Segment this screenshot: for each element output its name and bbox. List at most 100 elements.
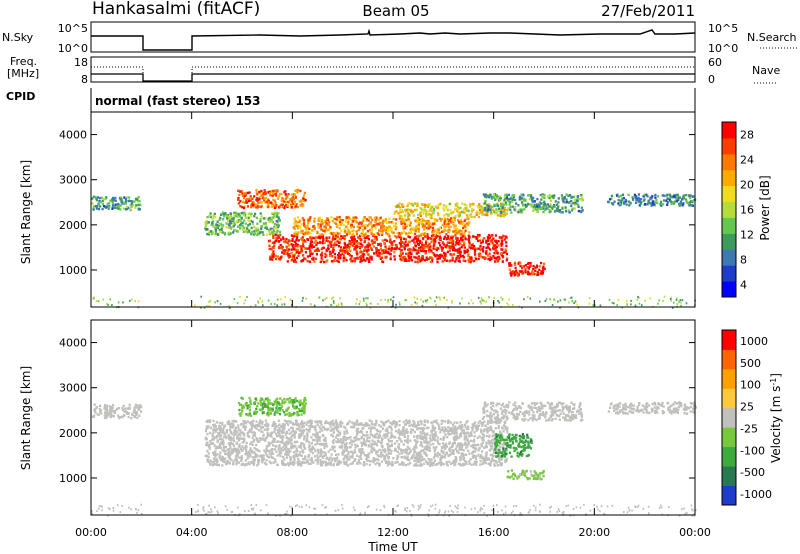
echo-cell	[327, 427, 330, 431]
echo-cell	[437, 229, 440, 232]
echo-cell	[224, 212, 227, 216]
echo-cell	[546, 203, 549, 206]
echo-cell	[639, 202, 642, 206]
echo-cell	[123, 207, 126, 210]
echo-cell	[432, 446, 435, 449]
echo-cell	[463, 443, 466, 446]
echo-cell	[267, 456, 271, 459]
echo-cell	[373, 237, 376, 240]
echo-cell	[304, 257, 307, 261]
echo-cell	[446, 229, 449, 232]
echo-cell	[367, 259, 370, 262]
echo-cell	[336, 240, 339, 243]
echo-cell	[433, 426, 437, 430]
echo-cell	[348, 239, 351, 243]
echo-cell	[253, 215, 256, 218]
echo-cell	[228, 217, 231, 220]
echo-cell	[338, 237, 341, 241]
echo-cell	[390, 249, 393, 252]
echo-cell	[356, 298, 358, 301]
echo-cell	[341, 304, 343, 307]
echo-cell	[401, 258, 405, 261]
echo-cell	[493, 297, 495, 299]
echo-cell	[511, 194, 514, 197]
echo-cell	[410, 212, 414, 215]
echo-cell	[380, 249, 383, 252]
echo-cell	[454, 428, 457, 431]
echo-cell	[570, 202, 574, 205]
echo-cell	[257, 201, 260, 205]
echo-cell	[435, 304, 437, 306]
echo-cell	[311, 236, 315, 240]
echo-cell	[481, 240, 484, 243]
echo-cell	[563, 196, 566, 199]
echo-cell	[131, 200, 134, 204]
echo-cell	[295, 244, 298, 248]
echo-cell	[306, 459, 309, 462]
echo-cell	[335, 419, 338, 422]
echo-cell	[454, 203, 457, 206]
echo-cell	[276, 213, 279, 216]
echo-cell	[323, 229, 326, 233]
echo-cell	[333, 422, 336, 425]
echo-cell	[277, 246, 281, 250]
echo-cell	[250, 441, 253, 444]
echo-cell	[545, 206, 548, 209]
echo-cell	[269, 432, 272, 435]
echo-cell	[458, 257, 461, 260]
echo-cell	[387, 419, 390, 422]
echo-cell	[421, 458, 424, 461]
echo-cell	[351, 244, 355, 247]
echo-cell	[291, 239, 294, 242]
echo-cell	[331, 297, 333, 300]
echo-cell	[394, 436, 397, 439]
echo-cell	[231, 448, 234, 451]
echo-cell	[241, 221, 244, 225]
echo-cell	[413, 202, 416, 205]
echo-cell	[321, 233, 324, 236]
echo-cell	[461, 425, 464, 429]
echo-cell	[398, 463, 401, 466]
echo-cell	[311, 445, 314, 448]
echo-cell	[489, 248, 492, 251]
echo-cell	[440, 217, 443, 221]
echo-cell	[441, 254, 444, 257]
echo-cell	[362, 423, 365, 426]
echo-cell	[548, 193, 551, 197]
echo-cell	[212, 214, 215, 218]
echo-cell	[371, 426, 374, 429]
echo-cell	[226, 421, 229, 424]
echo-cell	[112, 414, 115, 418]
echo-cell	[498, 207, 501, 211]
echo-cell	[402, 231, 406, 234]
echo-cell	[400, 463, 403, 466]
echo-cell	[105, 416, 108, 419]
echo-cell	[292, 444, 295, 447]
echo-cell	[339, 421, 342, 425]
echo-cell	[265, 449, 268, 452]
echo-cell	[237, 449, 240, 453]
echo-cell	[334, 256, 337, 259]
echo-cell	[397, 431, 400, 434]
echo-cell	[340, 219, 343, 222]
echo-cell	[375, 238, 378, 241]
echo-cell	[335, 218, 338, 221]
echo-cell	[139, 203, 142, 207]
echo-cell	[424, 299, 427, 302]
echo-cell	[557, 205, 560, 209]
echo-cell	[211, 460, 214, 464]
echo-cell	[310, 436, 313, 439]
echo-cell	[368, 222, 371, 226]
echo-cell	[228, 233, 231, 236]
echo-cell	[512, 194, 515, 197]
echo-cell	[229, 222, 232, 225]
echo-cell	[686, 201, 690, 205]
echo-cell	[469, 203, 472, 206]
echo-cell	[392, 217, 395, 221]
echo-cell	[554, 209, 557, 213]
echo-cell	[530, 205, 533, 208]
echo-cell	[365, 302, 368, 305]
echo-cell	[330, 240, 333, 244]
echo-cell	[136, 404, 139, 407]
echo-cell	[430, 214, 433, 217]
